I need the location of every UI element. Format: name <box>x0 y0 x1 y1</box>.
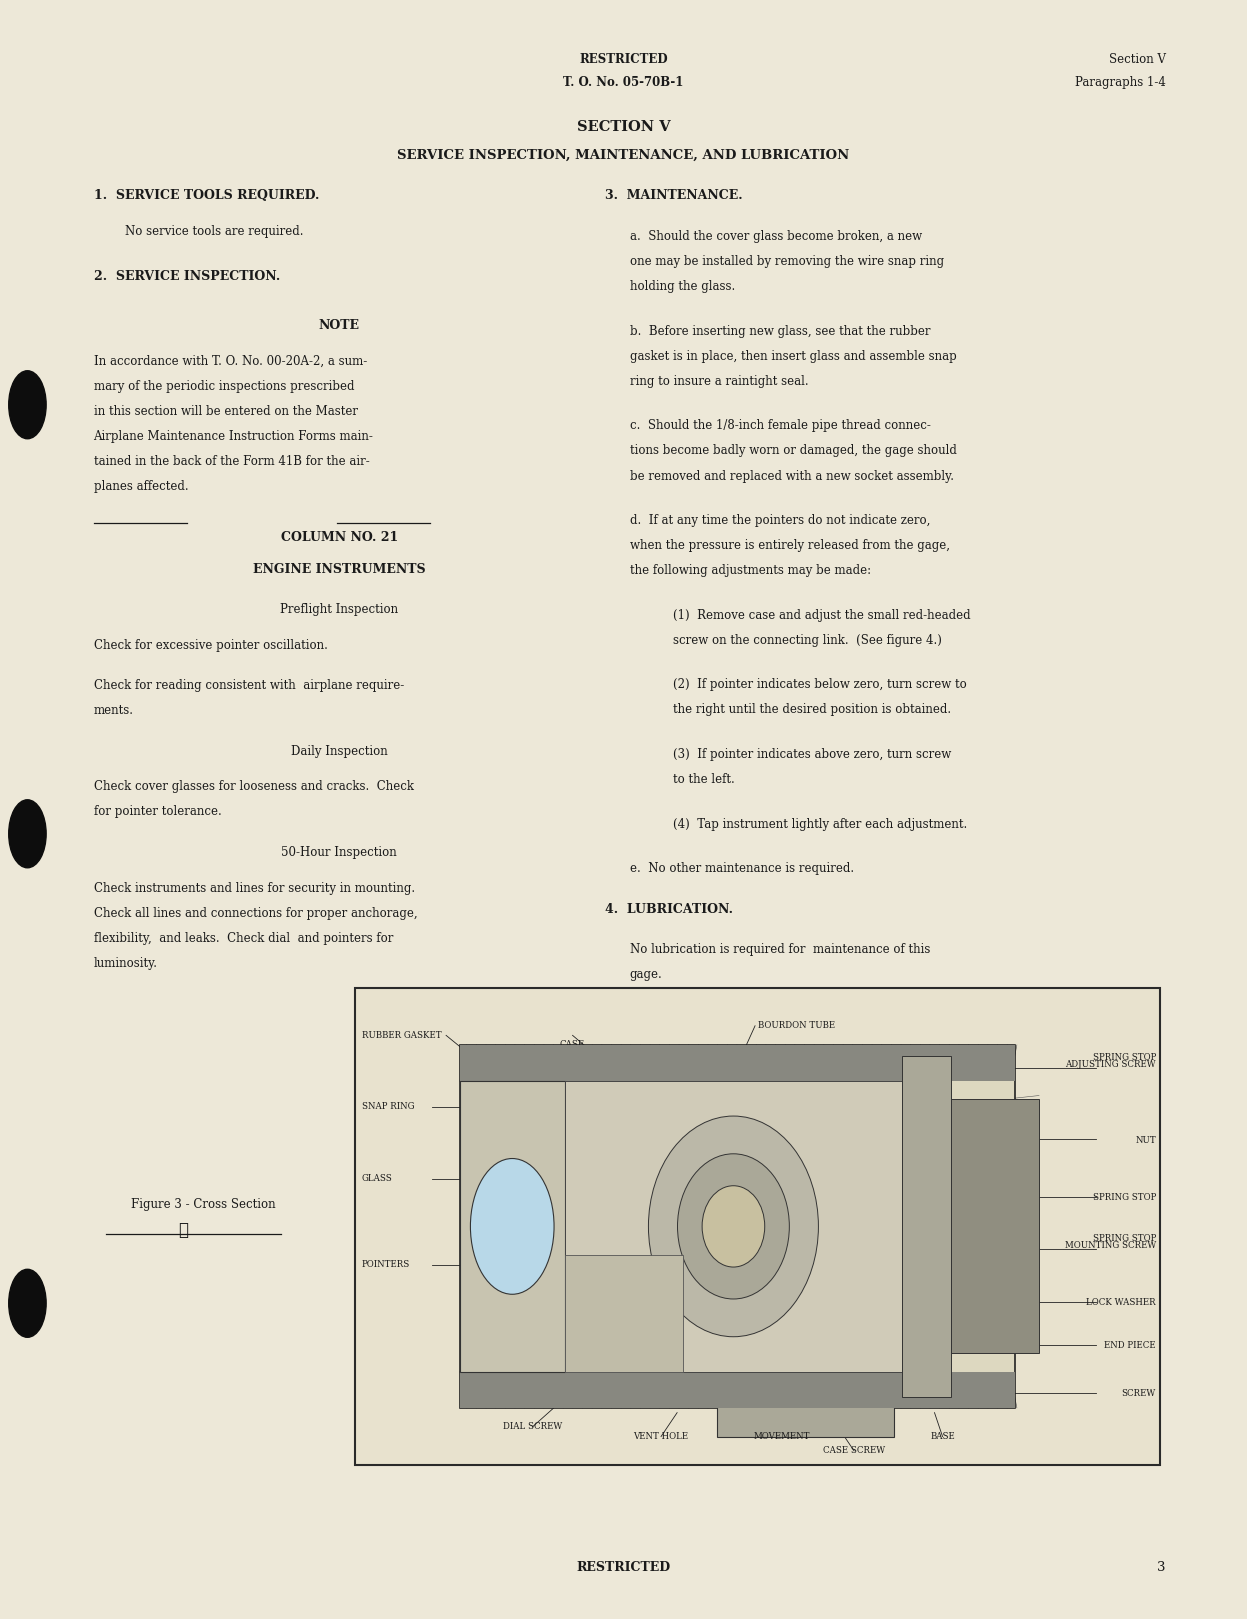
Text: Daily Inspection: Daily Inspection <box>291 745 388 758</box>
Text: Check for excessive pointer oscillation.: Check for excessive pointer oscillation. <box>94 638 328 652</box>
Text: screw on the connecting link.  (See figure 4.): screw on the connecting link. (See figur… <box>673 633 943 648</box>
Text: when the pressure is entirely released from the gage,: when the pressure is entirely released f… <box>630 539 950 552</box>
Text: SECTION V: SECTION V <box>576 120 671 134</box>
Text: MOUNTING SCREW: MOUNTING SCREW <box>1065 1242 1156 1250</box>
Text: DIAL: DIAL <box>521 1375 544 1384</box>
Text: END PIECE: END PIECE <box>1105 1341 1156 1350</box>
Text: b.  Before inserting new glass, see that the rubber: b. Before inserting new glass, see that … <box>630 324 930 338</box>
Text: Preflight Inspection: Preflight Inspection <box>281 602 398 617</box>
Bar <box>950 1099 1039 1353</box>
Bar <box>565 1081 903 1371</box>
Bar <box>460 1044 1015 1081</box>
Text: SCREW: SCREW <box>1122 1389 1156 1399</box>
Text: planes affected.: planes affected. <box>94 479 188 494</box>
Text: BASE: BASE <box>930 1431 955 1441</box>
Text: No service tools are required.: No service tools are required. <box>125 225 303 238</box>
Text: COLUMN NO. 21: COLUMN NO. 21 <box>281 531 398 544</box>
Text: one may be installed by removing the wire snap ring: one may be installed by removing the wir… <box>630 254 944 269</box>
Text: mary of the periodic inspections prescribed: mary of the periodic inspections prescri… <box>94 380 354 393</box>
Text: 50-Hour Inspection: 50-Hour Inspection <box>282 845 397 860</box>
Text: Check instruments and lines for security in mounting.: Check instruments and lines for security… <box>94 881 415 895</box>
Text: RUBBER GASKET: RUBBER GASKET <box>362 1031 441 1039</box>
Text: No lubrication is required for  maintenance of this: No lubrication is required for maintenan… <box>630 942 930 957</box>
Text: ring to insure a raintight seal.: ring to insure a raintight seal. <box>630 374 808 389</box>
Text: 4.  LUBRICATION.: 4. LUBRICATION. <box>605 902 733 916</box>
Text: Section V: Section V <box>1109 53 1166 66</box>
Text: ments.: ments. <box>94 704 133 717</box>
Text: SERVICE INSPECTION, MAINTENANCE, AND LUBRICATION: SERVICE INSPECTION, MAINTENANCE, AND LUB… <box>398 149 849 162</box>
Bar <box>717 1399 894 1436</box>
Bar <box>355 988 1160 1465</box>
Ellipse shape <box>9 1269 46 1337</box>
Text: SPRING STOP: SPRING STOP <box>1092 1234 1156 1243</box>
Ellipse shape <box>648 1115 818 1337</box>
Text: the following adjustments may be made:: the following adjustments may be made: <box>630 563 870 578</box>
Text: Check for reading consistent with  airplane require-: Check for reading consistent with airpla… <box>94 678 404 693</box>
Text: in this section will be entered on the Master: in this section will be entered on the M… <box>94 405 358 418</box>
Text: ☆: ☆ <box>178 1222 188 1240</box>
Bar <box>460 1044 1015 1409</box>
Text: ENGINE INSTRUMENTS: ENGINE INSTRUMENTS <box>253 562 425 576</box>
Text: tions become badly worn or damaged, the gage should: tions become badly worn or damaged, the … <box>630 444 956 458</box>
Text: (3)  If pointer indicates above zero, turn screw: (3) If pointer indicates above zero, tur… <box>673 748 951 761</box>
Text: ADJUSTING SCREW: ADJUSTING SCREW <box>1065 1060 1156 1069</box>
Text: c.  Should the 1/8-inch female pipe thread connec-: c. Should the 1/8-inch female pipe threa… <box>630 419 930 432</box>
Text: flexibility,  and leaks.  Check dial  and pointers for: flexibility, and leaks. Check dial and p… <box>94 931 393 945</box>
Text: 3: 3 <box>1157 1561 1166 1574</box>
Text: NUT: NUT <box>1135 1137 1156 1145</box>
Text: MOVEMENT: MOVEMENT <box>753 1431 811 1441</box>
Text: Check cover glasses for looseness and cracks.  Check: Check cover glasses for looseness and cr… <box>94 780 414 793</box>
Text: BOURDON TUBE: BOURDON TUBE <box>757 1022 834 1030</box>
Text: the right until the desired position is obtained.: the right until the desired position is … <box>673 703 951 717</box>
Text: tained in the back of the Form 41B for the air-: tained in the back of the Form 41B for t… <box>94 455 369 468</box>
Text: CASE SCREW: CASE SCREW <box>823 1446 885 1455</box>
Bar <box>903 1056 950 1397</box>
Text: 1.  SERVICE TOOLS REQUIRED.: 1. SERVICE TOOLS REQUIRED. <box>94 189 319 202</box>
Text: SNAP RING: SNAP RING <box>362 1103 414 1112</box>
Ellipse shape <box>9 800 46 868</box>
Text: Paragraphs 1-4: Paragraphs 1-4 <box>1075 76 1166 89</box>
Ellipse shape <box>9 371 46 439</box>
Bar <box>460 1081 565 1371</box>
Text: (1)  Remove case and adjust the small red-headed: (1) Remove case and adjust the small red… <box>673 609 971 622</box>
Text: SPRING STOP: SPRING STOP <box>1092 1193 1156 1203</box>
Text: d.  If at any time the pointers do not indicate zero,: d. If at any time the pointers do not in… <box>630 513 930 528</box>
Text: DIAL SCREW: DIAL SCREW <box>503 1421 562 1431</box>
Ellipse shape <box>470 1159 554 1294</box>
Text: T. O. No. 05-70B-1: T. O. No. 05-70B-1 <box>564 76 683 89</box>
Bar <box>460 1371 1015 1409</box>
Text: to the left.: to the left. <box>673 772 736 787</box>
Text: LOCK WASHER: LOCK WASHER <box>1086 1298 1156 1307</box>
Text: Figure 3 - Cross Section: Figure 3 - Cross Section <box>131 1198 276 1211</box>
Text: GLASS: GLASS <box>362 1174 393 1183</box>
Text: In accordance with T. O. No. 00-20A-2, a sum-: In accordance with T. O. No. 00-20A-2, a… <box>94 355 367 368</box>
Text: 3.  MAINTENANCE.: 3. MAINTENANCE. <box>605 189 742 202</box>
Text: CASE: CASE <box>560 1041 585 1049</box>
Text: RESTRICTED: RESTRICTED <box>576 1561 671 1574</box>
Text: e.  No other maintenance is required.: e. No other maintenance is required. <box>630 861 854 876</box>
Text: SPRING STOP: SPRING STOP <box>1092 1052 1156 1062</box>
Text: (2)  If pointer indicates below zero, turn screw to: (2) If pointer indicates below zero, tur… <box>673 678 968 691</box>
Text: NOTE: NOTE <box>319 319 359 332</box>
Text: be removed and replaced with a new socket assembly.: be removed and replaced with a new socke… <box>630 470 954 482</box>
Text: RESTRICTED: RESTRICTED <box>579 53 668 66</box>
Ellipse shape <box>702 1185 764 1268</box>
Text: Airplane Maintenance Instruction Forms main-: Airplane Maintenance Instruction Forms m… <box>94 429 373 444</box>
Text: for pointer tolerance.: for pointer tolerance. <box>94 805 221 819</box>
Bar <box>565 1255 683 1371</box>
Text: a.  Should the cover glass become broken, a new: a. Should the cover glass become broken,… <box>630 230 922 243</box>
Text: VENT HOLE: VENT HOLE <box>633 1431 688 1441</box>
Ellipse shape <box>677 1154 789 1298</box>
Text: luminosity.: luminosity. <box>94 957 157 970</box>
Text: (4)  Tap instrument lightly after each adjustment.: (4) Tap instrument lightly after each ad… <box>673 818 968 831</box>
Text: Check all lines and connections for proper anchorage,: Check all lines and connections for prop… <box>94 907 418 920</box>
Text: gasket is in place, then insert glass and assemble snap: gasket is in place, then insert glass an… <box>630 350 956 363</box>
Text: gage.: gage. <box>630 968 662 981</box>
Text: holding the glass.: holding the glass. <box>630 280 734 293</box>
Text: 2.  SERVICE INSPECTION.: 2. SERVICE INSPECTION. <box>94 270 279 283</box>
Text: POINTERS: POINTERS <box>362 1260 410 1269</box>
